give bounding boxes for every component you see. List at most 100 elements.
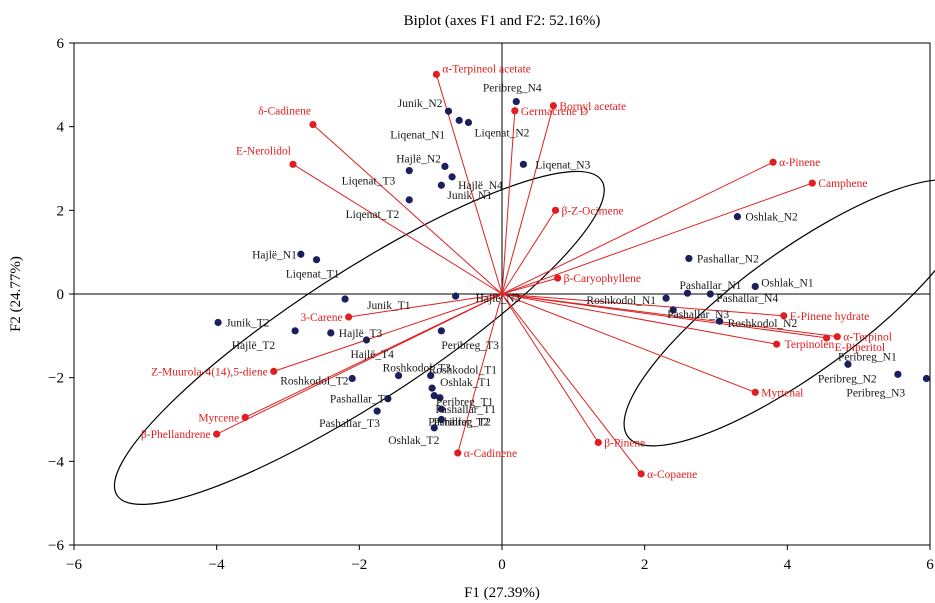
observation-label-liqenat_t1: Liqenat_T1 (286, 269, 340, 281)
observation-label-hajle-_n3: Hajlë_N3 (476, 293, 521, 305)
observation-point-junik_n1 (437, 181, 445, 189)
observation-point-peribreg_t1 (436, 394, 444, 402)
vector-cadinene (312, 124, 503, 295)
observation-point-hajle-_t3 (327, 329, 335, 337)
observation-point-oshlak_t1 (428, 384, 436, 392)
group-ellipses (113, 170, 935, 506)
vector-terpinolen (501, 293, 777, 345)
observation-point-roshkodol_n2 (715, 317, 724, 325)
vector-pinene (501, 293, 599, 443)
observation-point-hajle-_t4 (362, 336, 371, 344)
observation-label-junik_t1: Junik_T1 (367, 300, 411, 312)
observation-label-hajle-_n4: Hajlë_N4 (458, 180, 503, 192)
variable-point-e-piperitol (822, 334, 831, 342)
observation-point-pashallar_n4 (706, 290, 714, 298)
observation-label-pashallar_n4: Pashallar_N4 (716, 293, 778, 305)
vector-copaene (501, 293, 642, 475)
y-axis-label: F2 (24.77%) (8, 256, 24, 332)
variable-label-e-piperitol: E-Piperitol (835, 342, 885, 354)
y-tick-label: 0 (57, 287, 65, 303)
variable-point-z-ocimene (551, 206, 560, 214)
variable-label-3-carene: 3-Carene (300, 312, 342, 324)
observation-label-roshkodol_t1: Roshkodol_T1 (429, 365, 498, 377)
observation-label-roshkodol_t2: Roshkodol_T2 (280, 376, 349, 388)
variable-point-bornyl-acetate (549, 102, 557, 110)
observation-point-hajle-_n2 (441, 162, 449, 171)
observation-label-liqenat_t3: Liqenat_T3 (342, 176, 396, 188)
variable-label-terpinol: α-Terpinol (843, 332, 892, 344)
observation-point-peribreg_t2 (437, 415, 445, 424)
observation-point-oshlak_t2 (430, 424, 438, 432)
variable-label-pinene: β-Pinene (604, 438, 645, 450)
observation-point-liqenat_n1 (455, 116, 463, 124)
variable-label-terpineol-acetate: α-Terpineol acetate (442, 63, 531, 75)
observation-label-hajle-_t4: Hajlë_T4 (350, 349, 394, 361)
variable-point-copaene (637, 470, 645, 478)
variable-point-caryophyllene (554, 274, 562, 282)
observation-point-roshkodol_t3 (394, 371, 403, 380)
observation-point-pashallar_n3 (669, 306, 677, 314)
observation-point-pashallar_t1 (437, 405, 445, 413)
variable-point-e-pinene-hydrate (780, 312, 788, 320)
variable-point-camphene (808, 179, 816, 187)
x-axis-label: F1 (27.39%) (464, 585, 540, 601)
vector-e-pinene-hydrate (501, 293, 784, 317)
observation-label-pashallar_t3: Pashallar_T3 (319, 418, 380, 430)
observation-label-peribreg_n2: Peribreg_N2 (818, 373, 877, 385)
x-tick-label: 0 (498, 557, 506, 573)
vector-myrtenal (501, 293, 756, 393)
x-tick-label: 2 (641, 557, 649, 573)
variable-point-terpinol (833, 333, 841, 341)
variable-point-pinene (769, 158, 777, 166)
observation-point-junik_n2 (444, 107, 453, 115)
observation-point-liqenat_n3 (519, 160, 528, 168)
vector-cadinene (457, 293, 503, 454)
y-tick-label: −4 (48, 454, 64, 470)
group-ellipse-2 (623, 179, 935, 447)
observation-point-pashallar_t4 (384, 394, 392, 403)
observation-point-liqenat_t1 (312, 256, 321, 264)
observation-point-roshkodol_t1 (427, 371, 435, 380)
chart-title: Biplot (axes F1 and F2: 52.16%) (404, 13, 601, 29)
observation-point-liqenat_t2 (405, 196, 413, 204)
observation-point-peribreg_t3 (437, 327, 445, 335)
observation-point-hajle-_n3 (452, 292, 460, 300)
variable-point-myrtenal (751, 388, 759, 396)
variable-point-germacrene-d (511, 107, 519, 115)
observation-label-oshlak_t2: Oshlak_T2 (388, 435, 439, 447)
variable-label-pinene: α-Pinene (779, 157, 820, 169)
observation-point-pashallar_t3 (373, 407, 381, 415)
vector-caryophyllene (501, 277, 558, 295)
variable-label-phellandrene: β-Phellandrene (141, 429, 211, 441)
variable-label-myrcene: Myrcene (198, 412, 239, 424)
vector-3-carene (348, 293, 503, 318)
vector-bornyl-acetate (501, 105, 554, 295)
variable-point-3-carene (345, 313, 353, 321)
observation-point-roshkodol_n1 (662, 294, 670, 302)
y-tick-label: 6 (57, 36, 65, 52)
observation-label-oshlak_t1: Oshlak_T1 (440, 377, 491, 389)
vector-z-ocimene (501, 210, 556, 295)
observation-label-pashallar_n1: Pashallar_N1 (679, 280, 741, 292)
observation-label-peribreg_n4: Peribreg_N4 (483, 83, 542, 95)
variable-vectors: α-Terpineol acetate Bornyl acetateGermacr… (141, 63, 892, 481)
observation-point-liqenat_t3 (405, 166, 413, 175)
variable-label-z-muurola-4-14-5-diene: Z-Muurola-4(14),5-diene (151, 366, 268, 378)
variable-label-caryophyllene: β-Caryophyllene (564, 273, 641, 285)
observation-label-hajle-_t2: Hajlë_T2 (232, 340, 276, 352)
observation-label-pashallar_t4: Pashallar_T4 (330, 394, 391, 406)
x-tick-label: −6 (66, 557, 82, 573)
vector-germacrene-d (501, 110, 516, 295)
observation-label-liqenat_n1: Liqenat_N1 (390, 129, 445, 141)
observation-label-hajle-_n1: Hajlë_N1 (252, 249, 297, 261)
observation-point-hajle-_t2 (291, 327, 299, 335)
observation-label-liqenat_n2: Liqenat_N2 (474, 127, 529, 139)
observation-label-junik_t2: Junik_T2 (226, 317, 270, 329)
variable-point-e-nerolidol (289, 160, 297, 168)
variable-point-pinene (594, 438, 602, 447)
observation-label-pashallar_n3: Pashallar_N3 (667, 309, 729, 321)
observation-label-liqenat_n3: Liqenat_N3 (535, 159, 590, 171)
observation-point-junik_t2 (214, 318, 222, 327)
observation-label-liqenat_t2: Liqenat_T2 (346, 209, 400, 221)
